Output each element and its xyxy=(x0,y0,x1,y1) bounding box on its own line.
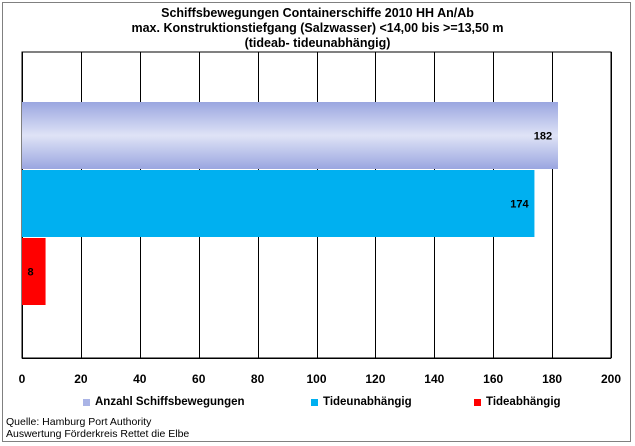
x-tick-label: 80 xyxy=(251,372,265,386)
chart-title-line-2: max. Konstruktionstiefgang (Salzwasser) … xyxy=(131,21,504,35)
legend-swatch-tideunabhaengig xyxy=(311,398,318,406)
legend-label-tideunabhaengig: Tideunabhängig xyxy=(323,396,412,408)
legend-label-anzahl: Anzahl Schiffsbewegungen xyxy=(95,396,245,408)
legend-label-tideabhaengig: Tideabhängig xyxy=(486,396,561,408)
legend-item-tideabhaengig: Tideabhängig xyxy=(474,396,561,408)
x-tick-label: 20 xyxy=(74,372,88,386)
chart-title: Schiffsbewegungen Containerschiffe 2010 … xyxy=(0,6,635,51)
x-tick-label: 100 xyxy=(306,372,326,386)
x-tick-label: 40 xyxy=(133,372,147,386)
legend-swatch-anzahl xyxy=(83,398,90,406)
x-tick-label: 0 xyxy=(19,372,26,386)
bar-chart: 182 174 8 0 20 40 60 80 100 120 140 160 180 200 xyxy=(19,51,621,386)
x-tick-label: 180 xyxy=(542,372,562,386)
chart-title-line-1: Schiffsbewegungen Containerschiffe 2010 … xyxy=(161,6,474,20)
data-label-3: 8 xyxy=(27,267,33,279)
source-line-1: Quelle: Hamburg Port Authority xyxy=(6,416,152,428)
bar-1 xyxy=(22,102,558,169)
legend-swatch-tideabhaengig xyxy=(474,398,481,406)
source-note: Quelle: Hamburg Port Authority Auswertun… xyxy=(6,416,189,440)
chart-frame xyxy=(2,2,631,442)
chart-legend: Anzahl Schiffsbewegungen Tideunabhängig … xyxy=(0,396,635,414)
x-tick-label: 60 xyxy=(192,372,206,386)
chart-title-line-3: (tideab- tideunabhängig) xyxy=(244,36,391,50)
x-tick-label: 160 xyxy=(483,372,503,386)
x-tick-label: 120 xyxy=(365,372,385,386)
data-label-1: 182 xyxy=(534,131,552,143)
source-line-2: Auswertung Förderkreis Rettet die Elbe xyxy=(6,428,190,440)
x-tick-label: 200 xyxy=(601,372,621,386)
x-tick-label: 140 xyxy=(424,372,444,386)
legend-item-tideunabhaengig: Tideunabhängig xyxy=(311,396,412,408)
bar-3 xyxy=(22,238,46,305)
legend-item-anzahl: Anzahl Schiffsbewegungen xyxy=(83,396,245,408)
bar-2 xyxy=(22,170,535,237)
data-label-2: 174 xyxy=(510,199,529,211)
